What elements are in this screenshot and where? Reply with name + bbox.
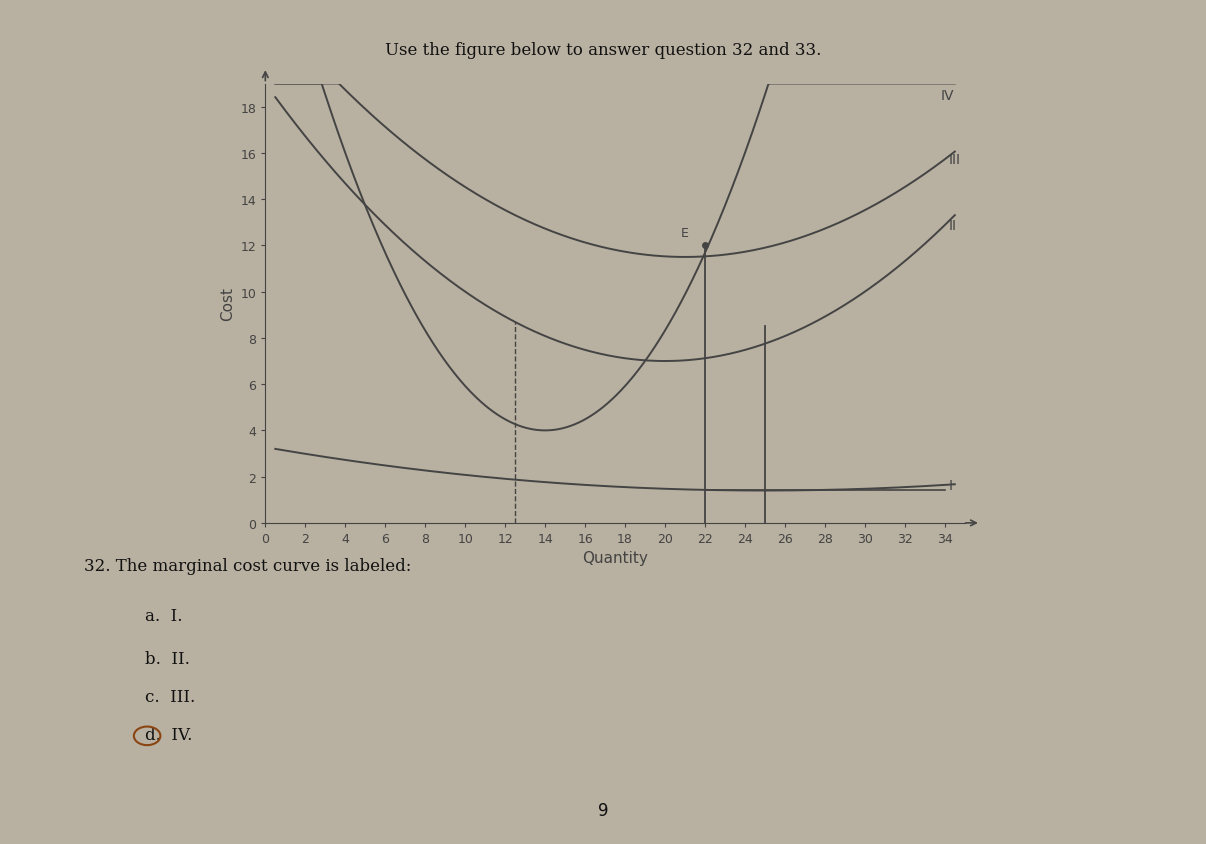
Text: Use the figure below to answer question 32 and 33.: Use the figure below to answer question … (385, 42, 821, 59)
Text: d.  IV.: d. IV. (145, 726, 192, 743)
Text: c.  III.: c. III. (145, 688, 195, 705)
Text: 9: 9 (598, 801, 608, 819)
Text: E: E (681, 227, 689, 240)
Text: I: I (949, 479, 953, 492)
Text: IV: IV (941, 89, 954, 103)
Text: III: III (949, 153, 961, 167)
Y-axis label: Cost: Cost (219, 287, 235, 321)
Text: II: II (949, 219, 956, 233)
Text: b.  II.: b. II. (145, 650, 189, 667)
Text: 32. The marginal cost curve is labeled:: 32. The marginal cost curve is labeled: (84, 557, 411, 574)
X-axis label: Quantity: Quantity (582, 551, 648, 565)
Text: a.  I.: a. I. (145, 608, 182, 625)
